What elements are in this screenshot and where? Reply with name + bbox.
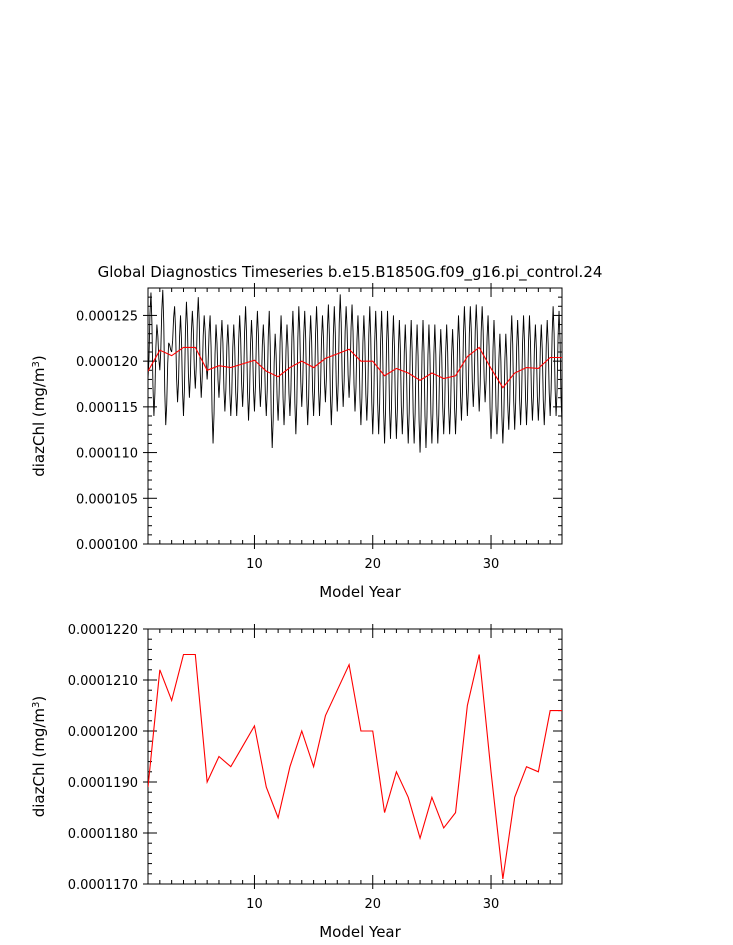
y-tick-label: 0.0001210 xyxy=(68,674,138,689)
y-axis-label: diazChl (mg/m3) xyxy=(30,696,48,818)
bottom-annual-panel: 10 20 30 0.0001170 0.0001180 0.0001190 0.00012… xyxy=(30,623,563,941)
figure-title: Global Diagnostics Timeseries b.e15.B185… xyxy=(98,263,603,282)
x-tick-label: 20 xyxy=(364,897,381,912)
top-timeseries-panel: 10 20 30 0.000100 0.000105 0.000110 0.000115 0.… xyxy=(30,283,563,601)
y-tick-label: 0.0001180 xyxy=(68,827,138,842)
x-axis-label: Model Year xyxy=(319,583,401,601)
y-axis-label: diazChl (mg/m3) xyxy=(30,355,48,477)
y-tick-label: 0.000110 xyxy=(76,447,138,462)
y-tick-label: 0.0001200 xyxy=(68,725,138,740)
y-tick-label: 0.000100 xyxy=(76,538,138,553)
plot-frame xyxy=(147,628,563,885)
x-tick-label: 10 xyxy=(246,557,263,572)
x-tick-label: 30 xyxy=(483,897,500,912)
x-tick-label: 20 xyxy=(364,557,381,572)
x-tick-label: 30 xyxy=(483,557,500,572)
annual-mean-series-line xyxy=(148,346,562,389)
y-tick-label: 0.000115 xyxy=(76,401,138,416)
y-tick-label: 0.000105 xyxy=(76,492,138,507)
y-tick-label: 0.0001190 xyxy=(68,776,138,791)
monthly-series-line xyxy=(148,289,562,453)
y-tick-label: 0.000120 xyxy=(76,355,138,370)
y-tick-label: 0.0001170 xyxy=(68,878,138,893)
x-axis-label: Model Year xyxy=(319,923,401,941)
y-tick-label: 0.0001220 xyxy=(68,623,138,638)
y-tick-label: 0.000125 xyxy=(76,309,138,324)
annual-mean-series-line xyxy=(148,653,562,879)
x-tick-label: 10 xyxy=(246,897,263,912)
